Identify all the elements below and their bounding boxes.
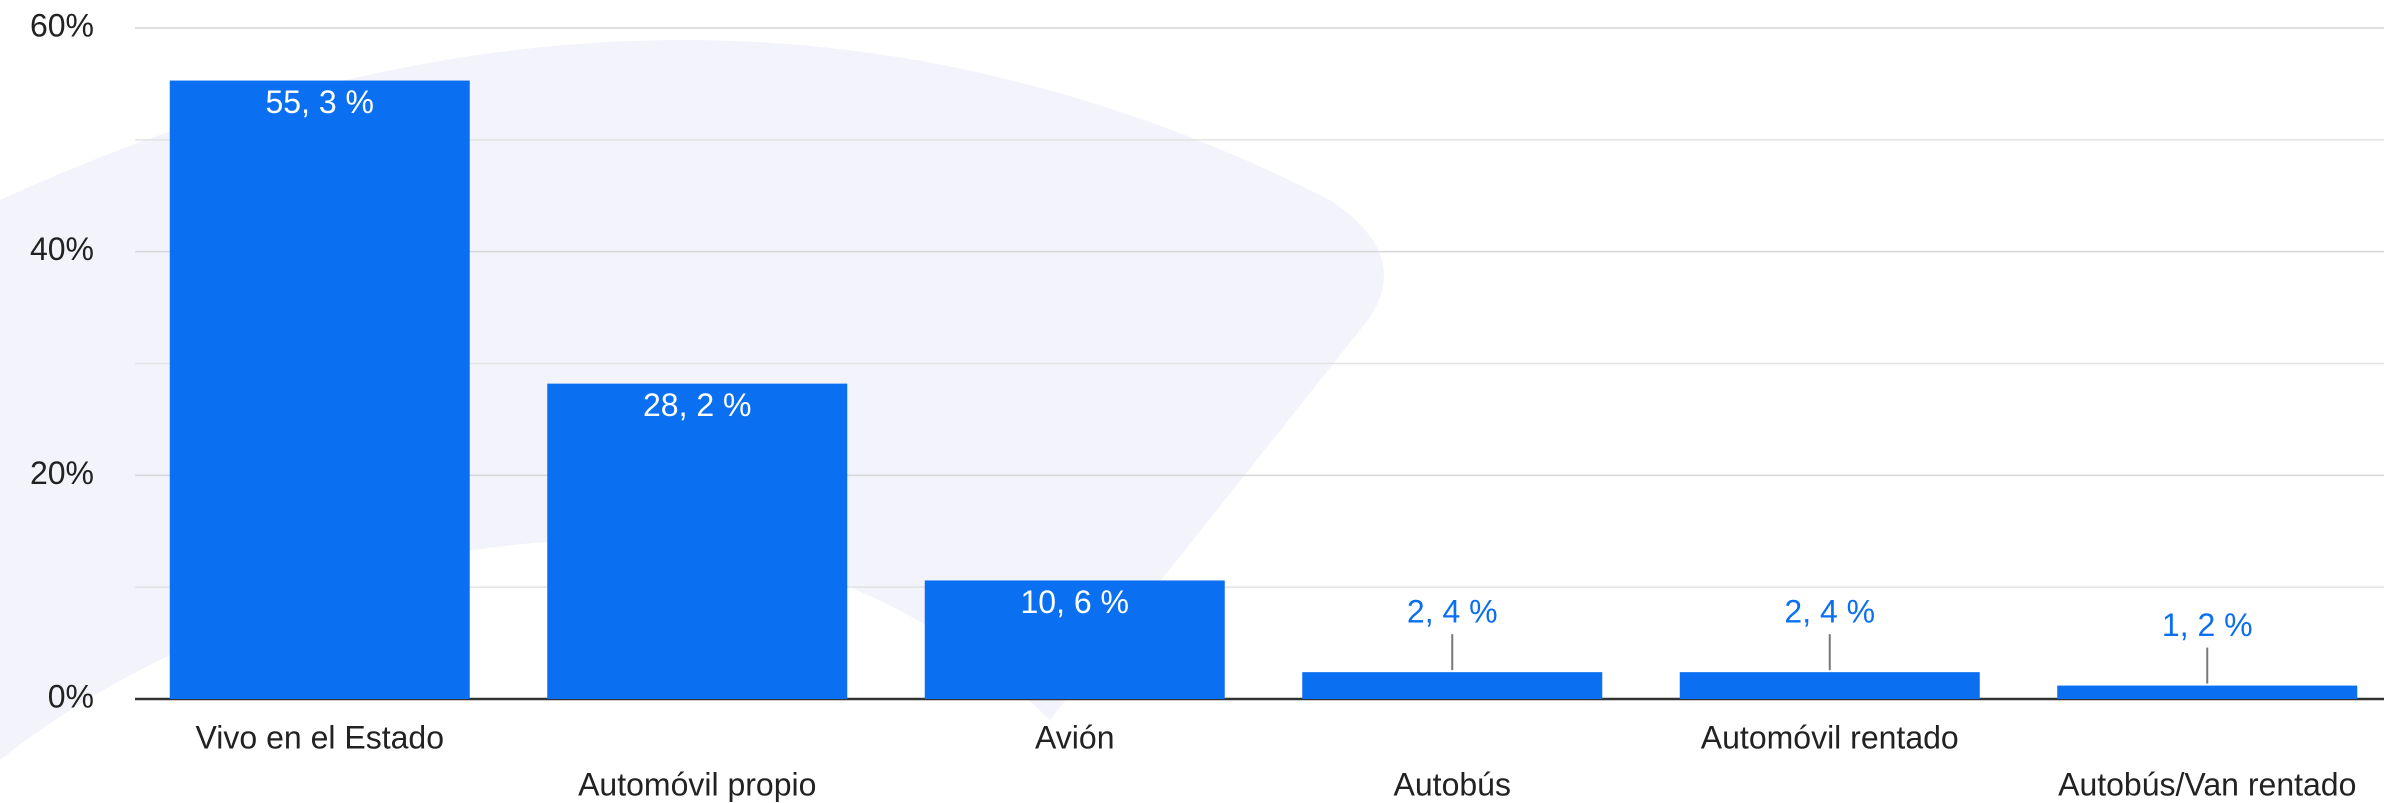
data-label: 2, 4 % xyxy=(1784,594,1875,630)
bar xyxy=(924,580,1225,699)
x-tick-label: Autobús xyxy=(1394,766,1511,802)
x-tick-label: Automóvil rentado xyxy=(1701,719,1959,755)
bar xyxy=(2057,685,2358,699)
x-tick-label: Vivo en el Estado xyxy=(196,719,444,755)
bar xyxy=(1679,672,1980,699)
y-tick-label: 60% xyxy=(30,7,94,43)
data-label: 2, 4 % xyxy=(1407,594,1498,630)
y-tick-label: 20% xyxy=(30,455,94,491)
x-tick-label: Automóvil propio xyxy=(578,766,816,802)
data-label: 55, 3 % xyxy=(265,84,374,120)
data-label: 28, 2 % xyxy=(643,387,752,423)
x-tick-label: Autobús/Van rentado xyxy=(2058,766,2356,802)
bar xyxy=(547,383,848,699)
x-tick-label: Avión xyxy=(1035,719,1114,755)
y-tick-label: 40% xyxy=(30,231,94,267)
bar xyxy=(1302,672,1603,699)
data-label: 1, 2 % xyxy=(2162,607,2253,643)
y-tick-label: 0% xyxy=(48,678,94,714)
data-label: 10, 6 % xyxy=(1020,584,1129,620)
bar xyxy=(169,80,470,700)
